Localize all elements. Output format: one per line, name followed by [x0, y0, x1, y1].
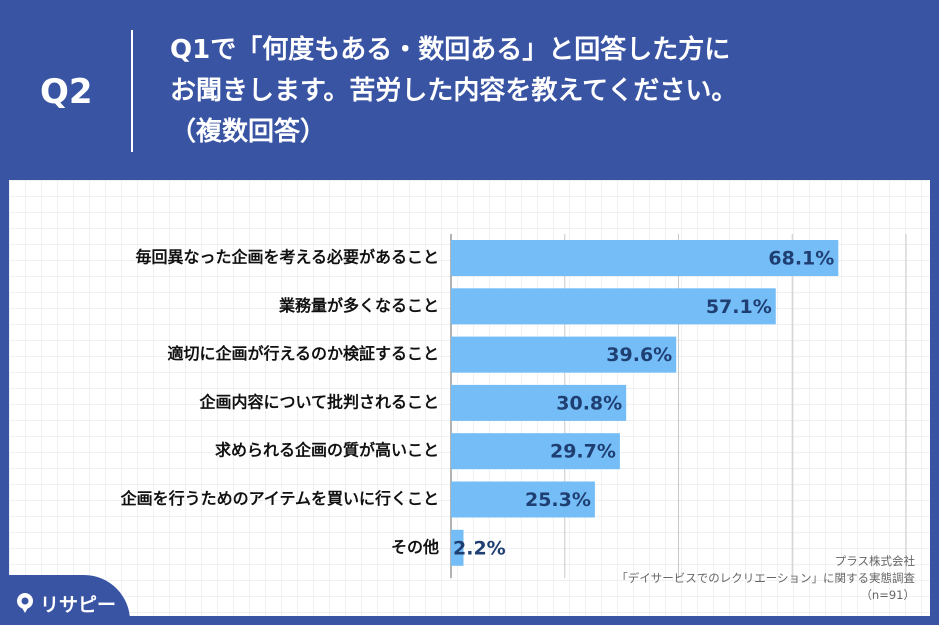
logo-text: リサピー [40, 594, 117, 616]
question-line-3: （複数回答） [170, 117, 327, 147]
data-label: 57.1% [706, 296, 772, 318]
category-label: 毎回異なった企画を考える必要があること [135, 248, 439, 267]
category-label: 企画内容について批判されること [198, 392, 439, 411]
data-label: 68.1% [768, 248, 834, 270]
source-sample-size: （n=91） [860, 588, 915, 602]
pin-icon [17, 593, 33, 613]
question-line-2: お聞きします。苦労した内容を教えてください。 [170, 76, 738, 106]
category-label: 求められる企画の質が高いこと [215, 441, 439, 460]
bar [451, 481, 595, 518]
data-label: 29.7% [550, 441, 616, 463]
bar [451, 336, 677, 373]
question-text: Q1で「何度もある・数回ある」と回答した方に お聞きします。苦労した内容を教えて… [170, 30, 910, 153]
source-note: プラス株式会社 「デイサービスでのレクリエーション」に関する実態調査 （n=91… [616, 553, 915, 604]
question-line-1: Q1で「何度もある・数回ある」と回答した方に [170, 35, 731, 65]
bar [451, 288, 776, 325]
data-label: 25.3% [525, 489, 591, 511]
category-label: 業務量が多くなること [278, 296, 439, 315]
data-label: 30.8% [556, 392, 622, 414]
data-label: 2.2% [453, 537, 506, 559]
bar [451, 240, 839, 276]
question-number: Q2 [40, 72, 93, 112]
data-label: 39.6% [606, 344, 672, 366]
source-survey: 「デイサービスでのレクリエーション」に関する実態調査 [616, 571, 915, 585]
question-header: Q2 Q1で「何度もある・数回ある」と回答した方に お聞きします。苦労した内容を… [0, 0, 939, 180]
header-divider [131, 30, 133, 152]
bar [451, 433, 620, 470]
category-label: その他 [391, 537, 439, 556]
source-company: プラス株式会社 [834, 554, 915, 568]
category-label: 適切に企画が行えるのか検証すること [167, 344, 439, 363]
bar [451, 529, 464, 566]
bar [451, 384, 627, 421]
category-label: 企画を行うためのアイテムを買いに行くこと [120, 489, 439, 508]
